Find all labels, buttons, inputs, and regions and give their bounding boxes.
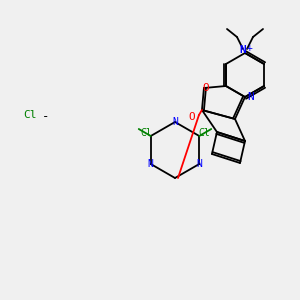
Text: O: O — [202, 83, 209, 93]
Text: N: N — [248, 92, 254, 102]
Text: N: N — [172, 117, 178, 127]
Text: Cl: Cl — [198, 128, 210, 138]
Text: Cl: Cl — [140, 128, 152, 138]
Text: N: N — [148, 159, 154, 169]
Text: -: - — [42, 110, 50, 124]
Text: Cl: Cl — [23, 110, 37, 120]
Text: N: N — [240, 45, 246, 55]
Text: N: N — [196, 159, 202, 169]
Text: O: O — [189, 112, 195, 122]
Text: +: + — [247, 43, 253, 53]
